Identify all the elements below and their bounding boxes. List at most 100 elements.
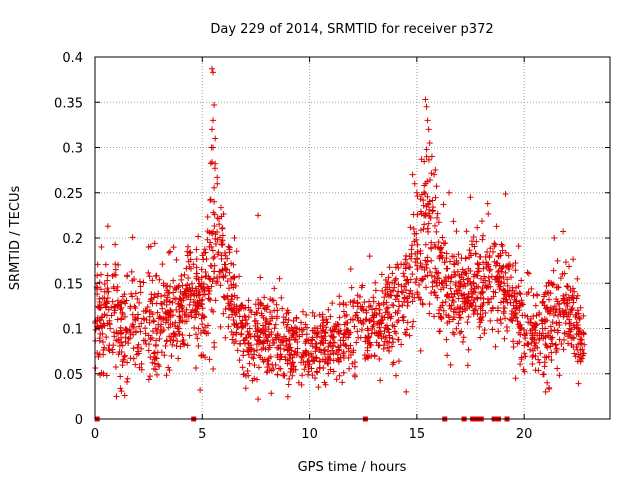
data-point (204, 236, 211, 243)
data-point (154, 371, 161, 378)
data-point (486, 252, 493, 259)
data-point (273, 301, 280, 308)
data-point (376, 302, 383, 309)
data-point (457, 282, 464, 289)
data-point (208, 263, 215, 270)
data-point (177, 295, 184, 302)
data-point (399, 314, 406, 321)
data-point (450, 308, 457, 315)
data-point (381, 338, 388, 345)
data-point (181, 341, 188, 348)
data-point (431, 274, 438, 281)
data-point (117, 373, 124, 380)
data-point (105, 288, 112, 295)
data-point (417, 227, 424, 234)
data-point (507, 299, 514, 306)
data-point (214, 180, 221, 187)
data-point (265, 361, 272, 368)
data-point (103, 334, 110, 341)
data-point (384, 344, 391, 351)
data-point (114, 283, 121, 290)
data-point (510, 338, 517, 345)
data-point (263, 337, 270, 344)
data-point (566, 263, 573, 270)
data-point (304, 358, 311, 365)
data-point (451, 291, 458, 298)
data-point (258, 312, 265, 319)
data-point (395, 336, 402, 343)
data-point (296, 326, 303, 333)
data-point (485, 263, 492, 270)
data-point (214, 274, 221, 281)
data-point (286, 375, 293, 382)
data-point (392, 275, 399, 282)
data-point (290, 363, 297, 370)
data-point (389, 287, 396, 294)
data-point (335, 321, 342, 328)
data-point (561, 270, 568, 277)
data-point (542, 318, 549, 325)
data-point (575, 310, 582, 317)
data-point (180, 340, 187, 347)
data-point (518, 277, 525, 284)
data-point (111, 333, 118, 340)
data-point (204, 213, 211, 220)
data-point (404, 260, 411, 267)
data-point (492, 241, 499, 248)
data-point (389, 335, 396, 342)
data-point (230, 317, 237, 324)
data-point (193, 264, 200, 271)
data-point (349, 316, 356, 323)
data-point (528, 285, 535, 292)
data-point (275, 336, 282, 343)
data-point (301, 366, 308, 373)
data-point (98, 244, 105, 251)
data-point (535, 367, 542, 374)
data-point (267, 309, 274, 316)
data-point (462, 283, 469, 290)
data-point (282, 354, 289, 361)
data-point (211, 184, 218, 191)
data-point (145, 269, 152, 276)
data-point (315, 384, 322, 391)
data-point (115, 261, 122, 268)
data-point (327, 342, 334, 349)
data-point (302, 348, 309, 355)
data-point (440, 240, 447, 247)
data-point (257, 328, 264, 335)
data-point (147, 354, 154, 361)
data-point (402, 256, 409, 263)
data-point (487, 283, 494, 290)
data-point (518, 354, 525, 361)
data-point (128, 290, 135, 297)
data-point (320, 347, 327, 354)
data-point (237, 340, 244, 347)
data-point (185, 274, 192, 281)
data-point (422, 241, 429, 248)
data-point (101, 311, 108, 318)
data-point (138, 320, 145, 327)
data-point (568, 326, 575, 333)
data-point (276, 365, 283, 372)
data-point (424, 193, 431, 200)
data-point (456, 330, 463, 337)
data-point (529, 360, 536, 367)
data-point (390, 359, 397, 366)
data-point (263, 369, 270, 376)
data-point (485, 274, 492, 281)
data-point (434, 270, 441, 277)
data-point (375, 342, 382, 349)
data-point (170, 277, 177, 284)
data-point (148, 308, 155, 315)
data-point (260, 340, 267, 347)
data-point (208, 65, 215, 72)
data-point (452, 279, 459, 286)
data-point (112, 271, 119, 278)
data-point (124, 359, 131, 366)
data-point (565, 340, 572, 347)
data-point (418, 156, 425, 163)
data-point (370, 294, 377, 301)
data-point (424, 254, 431, 261)
data-point (345, 348, 352, 355)
data-point (115, 302, 122, 309)
